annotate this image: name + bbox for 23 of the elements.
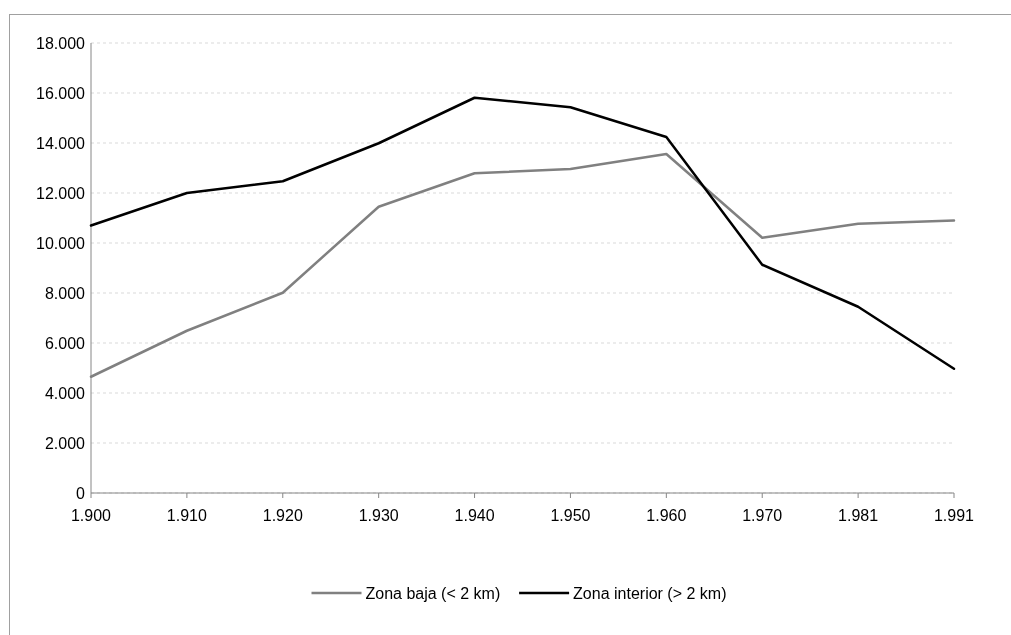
x-tick-label: 1.970 — [742, 507, 783, 524]
x-tick-label: 1.900 — [70, 507, 112, 524]
x-tick-label: 1.991 — [933, 507, 975, 524]
y-tick-label: 16.000 — [36, 85, 86, 102]
y-tick-label: 12.000 — [36, 185, 86, 202]
y-tick-label: 6.000 — [44, 335, 86, 352]
y-tick-label: 2.000 — [44, 435, 86, 452]
y-tick-label: 4.000 — [44, 385, 86, 402]
x-tick-label: 1.930 — [358, 507, 399, 524]
x-tick-label: 1.960 — [646, 507, 687, 524]
y-tick-label: 8.000 — [44, 285, 86, 302]
x-tick-label: 1.950 — [550, 507, 591, 524]
line-series — [89, 96, 956, 370]
x-tick-label: 1.910 — [166, 507, 208, 524]
legend-label: Zona interior (> 2 km) — [573, 585, 727, 602]
x-tick-label: 1.940 — [454, 507, 495, 524]
x-tick-label: 1.920 — [262, 507, 303, 524]
y-tick-label: 18.000 — [36, 35, 86, 52]
y-tick-label: 10.000 — [36, 235, 86, 252]
legend-label: Zona baja (< 2 km) — [365, 585, 501, 602]
y-tick-label: 14.000 — [36, 135, 86, 152]
y-tick-label: 0 — [76, 485, 86, 502]
x-tick-label: 1.981 — [838, 507, 879, 524]
